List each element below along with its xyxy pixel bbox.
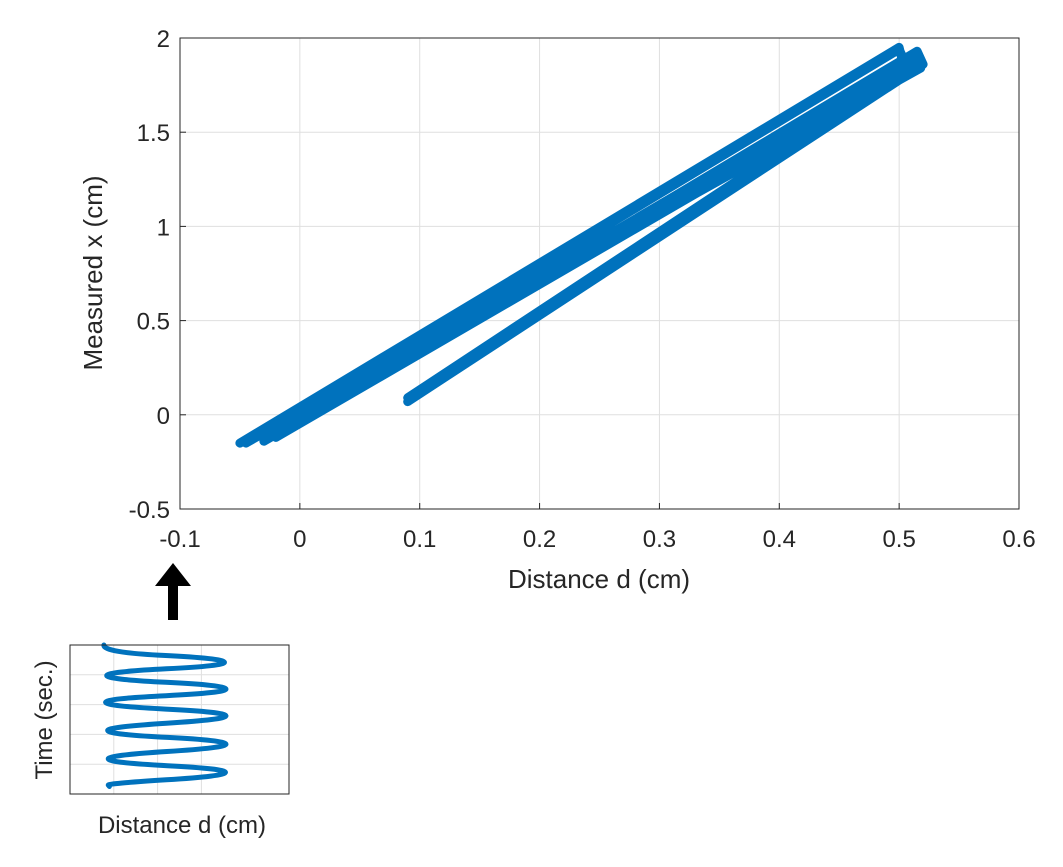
x-tick-label: 0.3	[643, 526, 676, 553]
x-tick-label: 0.1	[403, 526, 436, 553]
arrow-head	[155, 563, 191, 586]
x-tick-label: 0.6	[1002, 526, 1035, 553]
x-tick-label: -0.1	[159, 526, 200, 553]
inset-x-axis-label: Distance d (cm)	[98, 812, 266, 839]
arrow-shaft	[168, 586, 178, 620]
y-tick-label: -0.5	[129, 497, 170, 524]
x-tick-label: 0.4	[763, 526, 796, 553]
main-plot-frame	[179, 37, 1020, 510]
main-x-axis-label: Distance d (cm)	[508, 564, 690, 594]
y-tick-label: 0.5	[137, 309, 170, 336]
inset-data-line	[101, 642, 229, 789]
main-chart: -0.1 0 0.1 0.2 0.3 0.4 0.5 0.6 -0.5 0 0.5 1 1.5 2 Dis…	[78, 26, 1036, 594]
inset-y-axis-label: Time (sec.)	[31, 660, 58, 779]
up-arrow-icon	[155, 563, 191, 620]
x-tick-label: 0.5	[882, 526, 915, 553]
measured-x-series-line	[235, 42, 928, 448]
main-ticks: -0.1 0 0.1 0.2 0.3 0.4 0.5 0.6 -0.5 0 0.5 1 1.5 2	[129, 26, 1036, 553]
y-tick-label: 1	[157, 214, 170, 241]
inset-chart: Distance d (cm) Time (sec.)	[31, 642, 290, 839]
inset-plot-frame	[69, 644, 290, 795]
x-tick-label: 0	[293, 526, 306, 553]
time-series-line	[101, 642, 229, 789]
main-data-lines	[235, 42, 928, 448]
main-y-axis-label: Measured x (cm)	[78, 175, 108, 370]
y-tick-label: 1.5	[137, 120, 170, 147]
x-tick-label: 0.2	[523, 526, 556, 553]
y-tick-label: 0	[157, 403, 170, 430]
y-tick-label: 2	[157, 26, 170, 53]
